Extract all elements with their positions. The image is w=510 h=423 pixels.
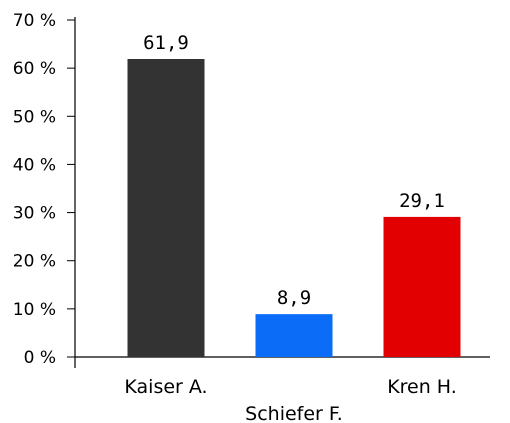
y-tick-label: 10 %	[13, 300, 56, 320]
bar-1	[255, 314, 333, 357]
bar-value-label: 61,9	[143, 32, 189, 54]
bar-value-label: 8,9	[277, 287, 311, 309]
y-tick-label: 30 %	[13, 204, 56, 224]
x-category-label: Kaiser A.	[124, 376, 207, 398]
y-tick-label: 60 %	[13, 59, 56, 79]
y-tick-label: 50 %	[13, 107, 56, 127]
y-tick-label: 40 %	[13, 155, 56, 175]
x-category-label: Kren H.	[387, 376, 457, 398]
bar-value-label: 29,1	[399, 190, 445, 212]
bar-0	[127, 58, 205, 357]
bar-2	[383, 216, 461, 357]
y-tick-label: 20 %	[13, 252, 56, 272]
y-tick-label: 0 %	[24, 348, 56, 368]
x-category-label: Schiefer F.	[245, 403, 343, 423]
y-tick-label: 70 %	[13, 11, 56, 31]
